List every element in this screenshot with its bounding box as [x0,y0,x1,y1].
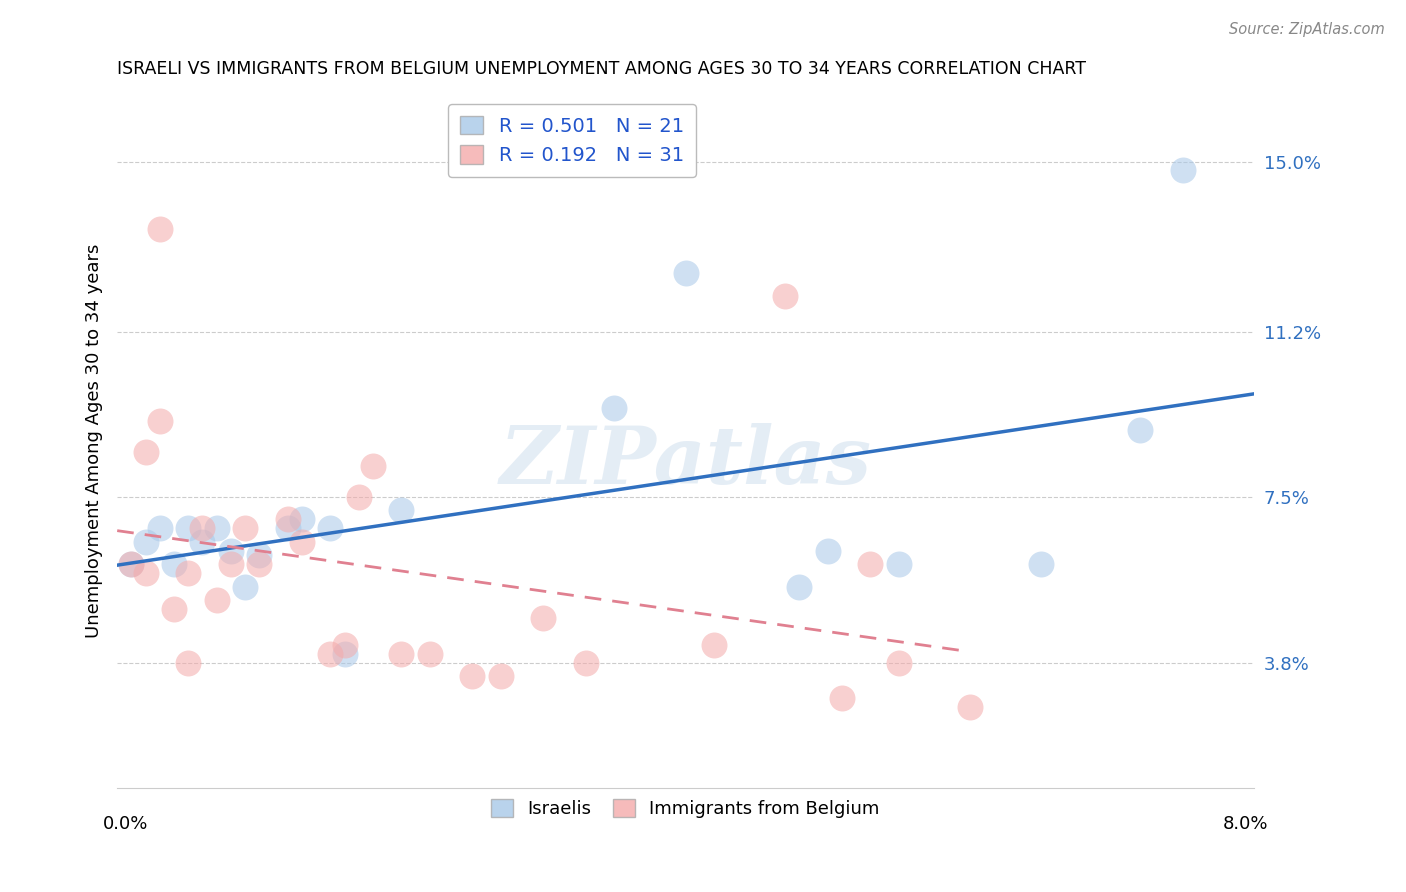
Point [389,647,412,661]
Point [419,647,441,661]
Point [277,512,299,526]
Point [859,557,882,571]
Point [233,580,256,594]
Point [675,266,697,280]
Point [149,521,172,535]
Point [333,638,356,652]
Point [163,557,186,571]
Point [149,221,172,235]
Point [1171,163,1194,178]
Text: 0.0%: 0.0% [103,814,149,832]
Point [887,656,910,670]
Point [773,289,796,303]
Point [787,580,810,594]
Legend: Israelis, Immigrants from Belgium: Israelis, Immigrants from Belgium [482,790,889,827]
Point [135,534,157,549]
Point [319,521,342,535]
Point [163,602,186,616]
Point [191,534,214,549]
Point [191,521,214,535]
Point [817,543,839,558]
Point [533,611,555,625]
Point [205,593,228,607]
Point [120,557,142,571]
Point [205,521,228,535]
Point [233,521,256,535]
Text: ZIPatlas: ZIPatlas [499,423,872,500]
Point [361,458,384,473]
Text: ISRAELI VS IMMIGRANTS FROM BELGIUM UNEMPLOYMENT AMONG AGES 30 TO 34 YEARS CORREL: ISRAELI VS IMMIGRANTS FROM BELGIUM UNEMP… [117,60,1087,78]
Point [277,521,299,535]
Point [177,566,200,580]
Point [219,543,242,558]
Point [149,414,172,428]
Point [461,669,484,683]
Point [703,638,725,652]
Point [247,548,270,562]
Y-axis label: Unemployment Among Ages 30 to 34 years: Unemployment Among Ages 30 to 34 years [86,244,103,639]
Point [135,566,157,580]
Point [333,647,356,661]
Point [219,557,242,571]
Point [291,512,314,526]
Point [120,557,142,571]
Point [887,557,910,571]
Text: Source: ZipAtlas.com: Source: ZipAtlas.com [1229,22,1385,37]
Point [177,656,200,670]
Point [959,700,981,714]
Point [1129,423,1152,437]
Point [389,503,412,517]
Text: 8.0%: 8.0% [1223,814,1268,832]
Point [347,490,370,504]
Point [247,557,270,571]
Point [603,401,626,415]
Point [135,445,157,459]
Point [575,656,598,670]
Point [319,647,342,661]
Point [291,534,314,549]
Point [489,669,512,683]
Point [177,521,200,535]
Point [831,691,853,706]
Point [1029,557,1052,571]
